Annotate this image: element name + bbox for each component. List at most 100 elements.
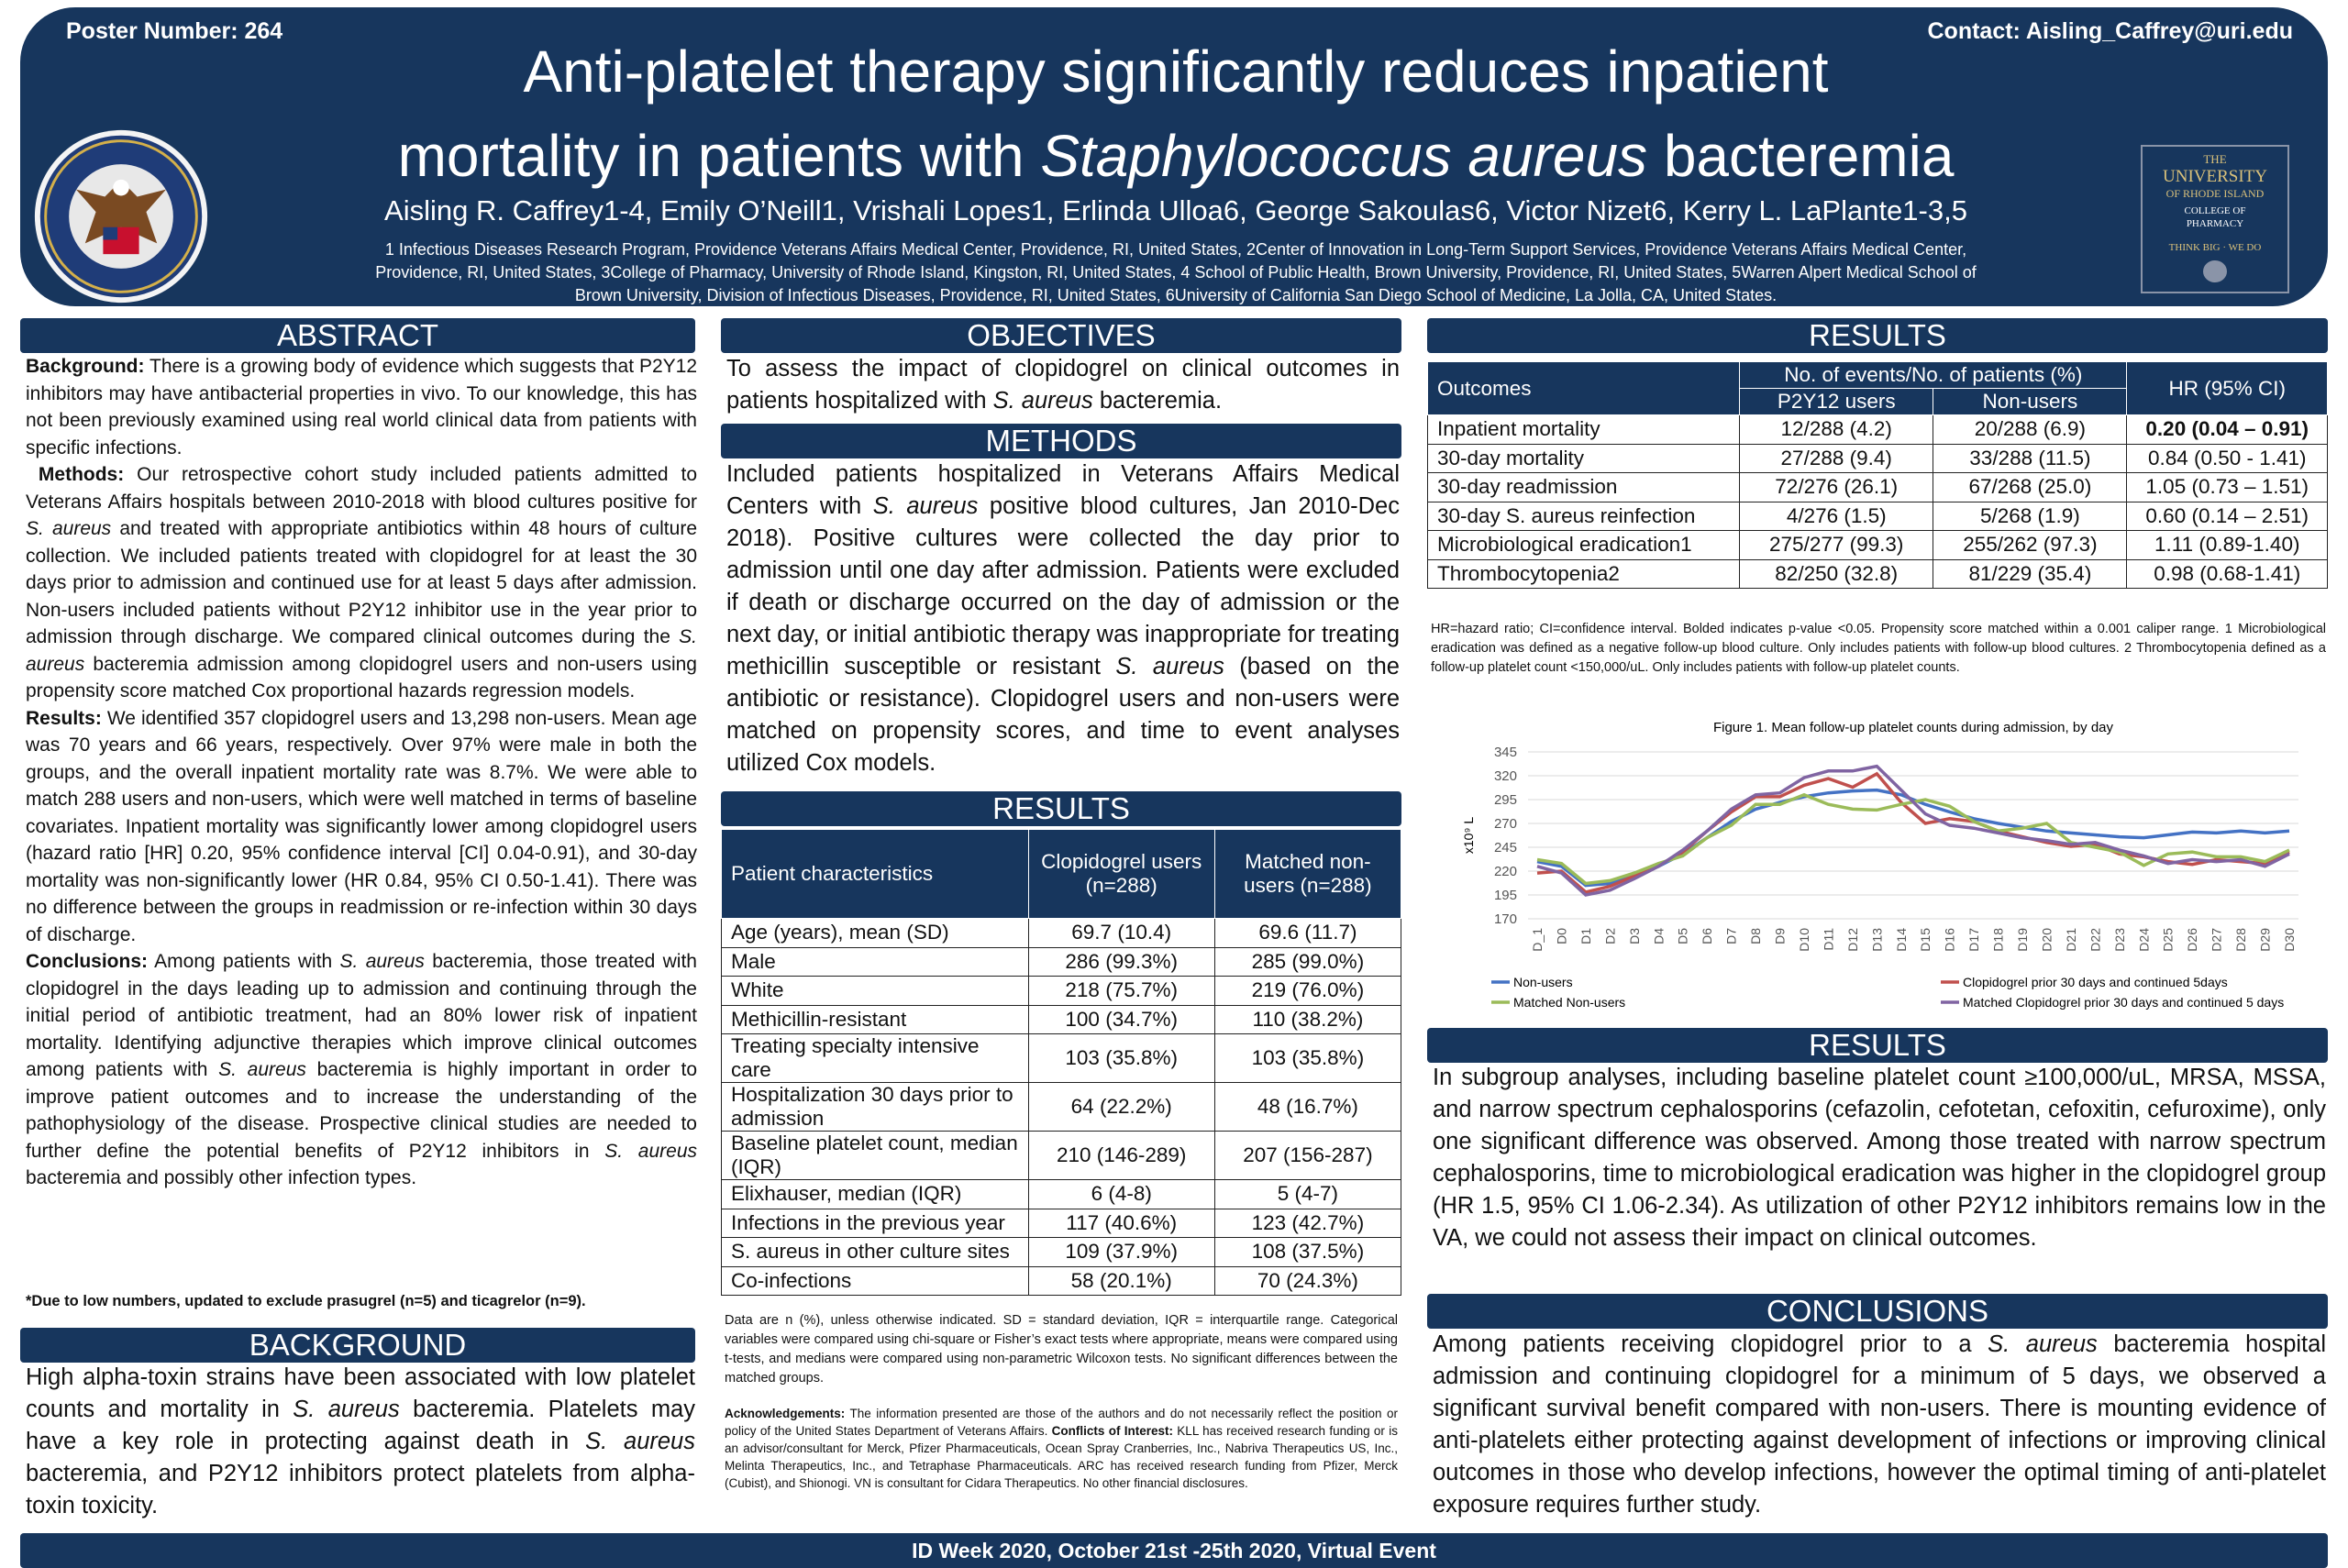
- row-value: 6 (4-8): [1027, 1179, 1215, 1209]
- y-axis-label: x10⁹ L: [1461, 817, 1476, 854]
- x-tick-label: D16: [1943, 928, 1957, 952]
- methods-body: Included patients hospitalized in Vetera…: [726, 458, 1400, 779]
- uri-logo-line: OF RHODE ISLAND: [2165, 187, 2265, 200]
- series-line: [1536, 764, 2290, 897]
- results-subgroup-heading: RESULTS: [1427, 1028, 2328, 1063]
- x-tick-label: D2: [1602, 928, 1617, 944]
- row-label: White: [721, 976, 1029, 1006]
- x-tick-label: D11: [1821, 928, 1835, 951]
- table-header-cell: Non-users: [1933, 388, 2128, 415]
- author-list: Aisling R. Caffrey1-4, Emily O’Neill1, V…: [384, 194, 1967, 226]
- objectives-body: To assess the impact of clopidogrel on c…: [726, 353, 1400, 417]
- abstract-background-text: There is a growing body of evidence whic…: [26, 356, 697, 458]
- objectives-heading: OBJECTIVES: [721, 318, 1401, 353]
- table-row: Age (years), mean (SD) 69.7 (10.4) 69.6 (1…: [721, 918, 1402, 948]
- x-tick-label: D14: [1894, 928, 1909, 952]
- table-row: Infections in the previous year 117 (40.6…: [721, 1208, 1402, 1238]
- abstract-heading: ABSTRACT: [20, 318, 695, 353]
- x-tick-label: D23: [2112, 928, 2127, 952]
- row-value: 5/268 (1.9): [1933, 501, 2128, 531]
- row-value: 207 (156-287): [1213, 1131, 1402, 1180]
- x-tick-label: D21: [2064, 928, 2078, 952]
- patient-characteristics-table: Patient characteristics Clopidogrel user…: [721, 829, 1402, 1296]
- row-value: 72/276 (26.1): [1739, 472, 1934, 502]
- ack-label: Acknowledgements:: [725, 1407, 846, 1420]
- row-value: 255/262 (97.3): [1933, 530, 2128, 560]
- platelet-line-chart: Figure 1. Mean follow-up platelet counts…: [1461, 720, 2298, 1010]
- table-row: Thrombocytopenia2 82/250 (32.8) 81/229 (35…: [1426, 558, 2328, 589]
- row-label: Hospitalization 30 days prior to admissi…: [721, 1082, 1029, 1132]
- row-label: 30-day mortality: [1426, 443, 1741, 473]
- conclusions-heading: CONCLUSIONS: [1427, 1294, 2328, 1329]
- organism-name: S. aureus: [26, 518, 112, 539]
- poster-title: Anti-platelet therapy significantly redu…: [249, 29, 2102, 198]
- acknowledgements: Acknowledgements: The information presen…: [725, 1405, 1398, 1492]
- y-tick-label: 295: [1494, 792, 1517, 808]
- legend-label: Non-users: [1513, 975, 1573, 989]
- table-header-cell: No. of events/No. of patients (%): [1739, 361, 2128, 389]
- row-value: 110 (38.2%): [1213, 1004, 1402, 1034]
- organism-name: S. aureus: [339, 951, 425, 972]
- row-value: 20/288 (6.9): [1933, 414, 2128, 445]
- table-row: Elixhauser, median (IQR) 6 (4-8) 5 (4-7): [721, 1179, 1402, 1209]
- organism-name: S. aureus: [1115, 654, 1224, 679]
- row-value: 48 (16.7%): [1213, 1082, 1402, 1132]
- background-body: High alpha-toxin strains have been assoc…: [26, 1362, 695, 1522]
- table-row: S. aureus in other culture sites 109 (37.…: [721, 1237, 1402, 1267]
- row-label: Age (years), mean (SD): [721, 918, 1029, 948]
- poster-number: Poster Number: 264: [66, 18, 283, 44]
- table-header-cell: Clopidogrel users (n=288): [1027, 829, 1215, 919]
- abstract-footnote: *Due to low numbers, updated to exclude …: [26, 1293, 586, 1309]
- background-heading: BACKGROUND: [20, 1328, 695, 1363]
- background-text: bacteremia, and P2Y12 inhibitors protect…: [26, 1461, 695, 1518]
- row-value: 100 (34.7%): [1027, 1004, 1215, 1034]
- table-header-cell: Matched non-users (n=288): [1213, 829, 1402, 919]
- x-tick-label: D8: [1748, 928, 1763, 944]
- table-row: Co-infections 58 (20.1%) 70 (24.3%): [721, 1265, 1402, 1296]
- x-tick-label: D20: [2039, 928, 2054, 952]
- table-header-cell: Patient characteristics: [721, 829, 1029, 919]
- row-label: Inpatient mortality: [1426, 414, 1741, 445]
- row-value: 123 (42.7%): [1213, 1208, 1402, 1238]
- x-tick-label: D12: [1845, 928, 1860, 952]
- results-outcomes-heading: RESULTS: [1427, 318, 2328, 353]
- organism-name: S. aureus: [585, 1429, 695, 1454]
- table-row: Treating specialty intensive care 103 (35…: [721, 1033, 1402, 1083]
- row-value: 103 (35.8%): [1027, 1033, 1215, 1083]
- table-row: Male 286 (99.3%) 285 (99.0%): [721, 946, 1402, 977]
- x-tick-label: D15: [1918, 928, 1933, 952]
- table-row: Baseline platelet count, median (IQR) 210…: [721, 1131, 1402, 1180]
- methods-text: Included patients hospitalized in Vetera…: [726, 461, 1400, 519]
- uri-logo-line: THE: [2203, 152, 2227, 166]
- va-seal-logo: [34, 129, 208, 304]
- uri-pharmacy-logo: THE UNIVERSITY OF RHODE ISLAND COLLEGE O…: [2141, 145, 2289, 293]
- row-value: 33/288 (11.5): [1933, 443, 2128, 473]
- row-value: 286 (99.3%): [1027, 946, 1215, 977]
- organism-name: S. aureus: [604, 1140, 697, 1162]
- x-tick-label: D24: [2136, 928, 2151, 952]
- contact-email[interactable]: Contact: Aisling_Caffrey@uri.edu: [1927, 18, 2294, 44]
- table-header-cell: HR (95% CI): [2126, 361, 2328, 415]
- coi-label: Conflicts of Interest:: [1051, 1424, 1173, 1438]
- methods-text: (based on the antibiotic or resistance).…: [726, 654, 1400, 776]
- conference-footer: ID Week 2020, October 21st -25th 2020, V…: [20, 1533, 2328, 1568]
- row-value: 27/288 (9.4): [1739, 443, 1934, 473]
- title-line-2a: mortality in patients with: [397, 123, 1041, 189]
- abstract-methods-text: Our retrospective cohort study included …: [26, 464, 698, 513]
- background-text: bacteremia. Platelets may have a key rol…: [26, 1397, 695, 1454]
- y-tick-label: 245: [1494, 840, 1517, 856]
- characteristics-table-note: Data are n (%), unless otherwise indicat…: [725, 1313, 1398, 1386]
- x-tick-label: D0: [1554, 928, 1568, 944]
- row-label: Baseline platelet count, median (IQR): [721, 1131, 1029, 1180]
- table-row: 30-day mortality 27/288 (9.4) 33/288 (11.5…: [1426, 443, 2328, 473]
- row-value: 218 (75.7%): [1027, 976, 1215, 1006]
- ack-text: The information presented are those of t…: [725, 1407, 1398, 1438]
- abstract-methods-text: bacteremia admission among clopidogrel u…: [26, 653, 697, 702]
- row-label: Methicillin-resistant: [721, 1004, 1029, 1034]
- x-tick-label: D6: [1700, 928, 1714, 944]
- conclusions-body: Among patients receiving clopidogrel pri…: [1433, 1329, 2326, 1521]
- x-tick-label: D4: [1651, 928, 1666, 944]
- row-value: 67/268 (25.0): [1933, 472, 2128, 502]
- methods-heading: METHODS: [721, 424, 1401, 458]
- table-row: White 218 (75.7%) 219 (76.0%): [721, 976, 1402, 1006]
